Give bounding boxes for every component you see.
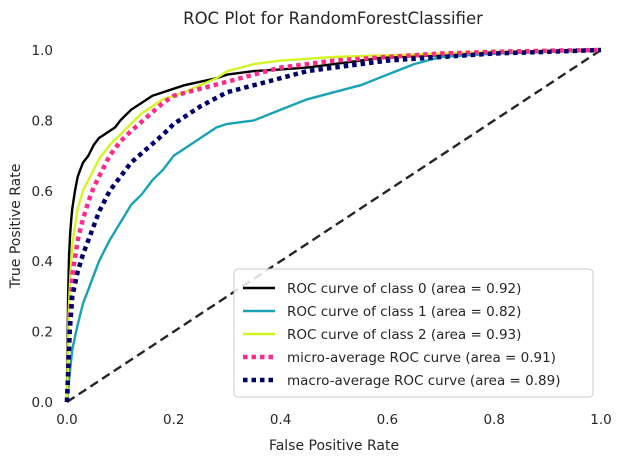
roc-series-line-4 [64, 47, 602, 403]
legend: ROC curve of class 0 (area = 0.92) ROC cu… [233, 268, 594, 398]
legend-entry-label: macro-average ROC curve (area = 0.89) [287, 373, 560, 389]
roc-series-line-3 [64, 47, 602, 403]
legend-entry-label: ROC curve of class 0 (area = 0.92) [287, 281, 521, 297]
x-tick-label: 0.0 [56, 412, 77, 428]
roc-series-line-2 [65, 48, 602, 403]
chart-title: ROC Plot for RandomForestClassifier [183, 9, 483, 28]
y-tick-label: 1.0 [32, 43, 53, 59]
x-tick-label: 0.4 [270, 412, 291, 428]
y-tick-label: 0.0 [32, 395, 53, 411]
plot-area [64, 47, 602, 404]
x-tick-label: 0.6 [377, 412, 398, 428]
chance-diagonal-line [66, 48, 602, 404]
y-tick-label: 0.2 [32, 325, 53, 341]
legend-frame [233, 268, 594, 398]
legend-entry-label: ROC curve of class 1 (area = 0.82) [287, 304, 521, 320]
y-tick-label: 0.4 [32, 254, 53, 270]
x-tick-label: 0.8 [483, 412, 504, 428]
legend-entry-label: ROC curve of class 2 (area = 0.93) [287, 327, 521, 343]
x-tick-labels: 0.0 0.2 0.4 0.6 0.8 1.0 [56, 412, 611, 428]
y-tick-label: 0.8 [32, 113, 53, 129]
roc-series-line-0 [65, 48, 602, 403]
y-axis-label: True Positive Rate [8, 164, 24, 290]
legend-entry-label: micro-average ROC curve (area = 0.91) [287, 350, 556, 366]
x-axis-label: False Positive Rate [269, 438, 399, 454]
y-tick-labels: 0.0 0.2 0.4 0.6 0.8 1.0 [32, 43, 53, 411]
roc-series-line-1 [65, 48, 602, 403]
x-tick-label: 0.2 [163, 412, 184, 428]
x-tick-label: 1.0 [590, 412, 611, 428]
y-tick-label: 0.6 [32, 184, 53, 200]
